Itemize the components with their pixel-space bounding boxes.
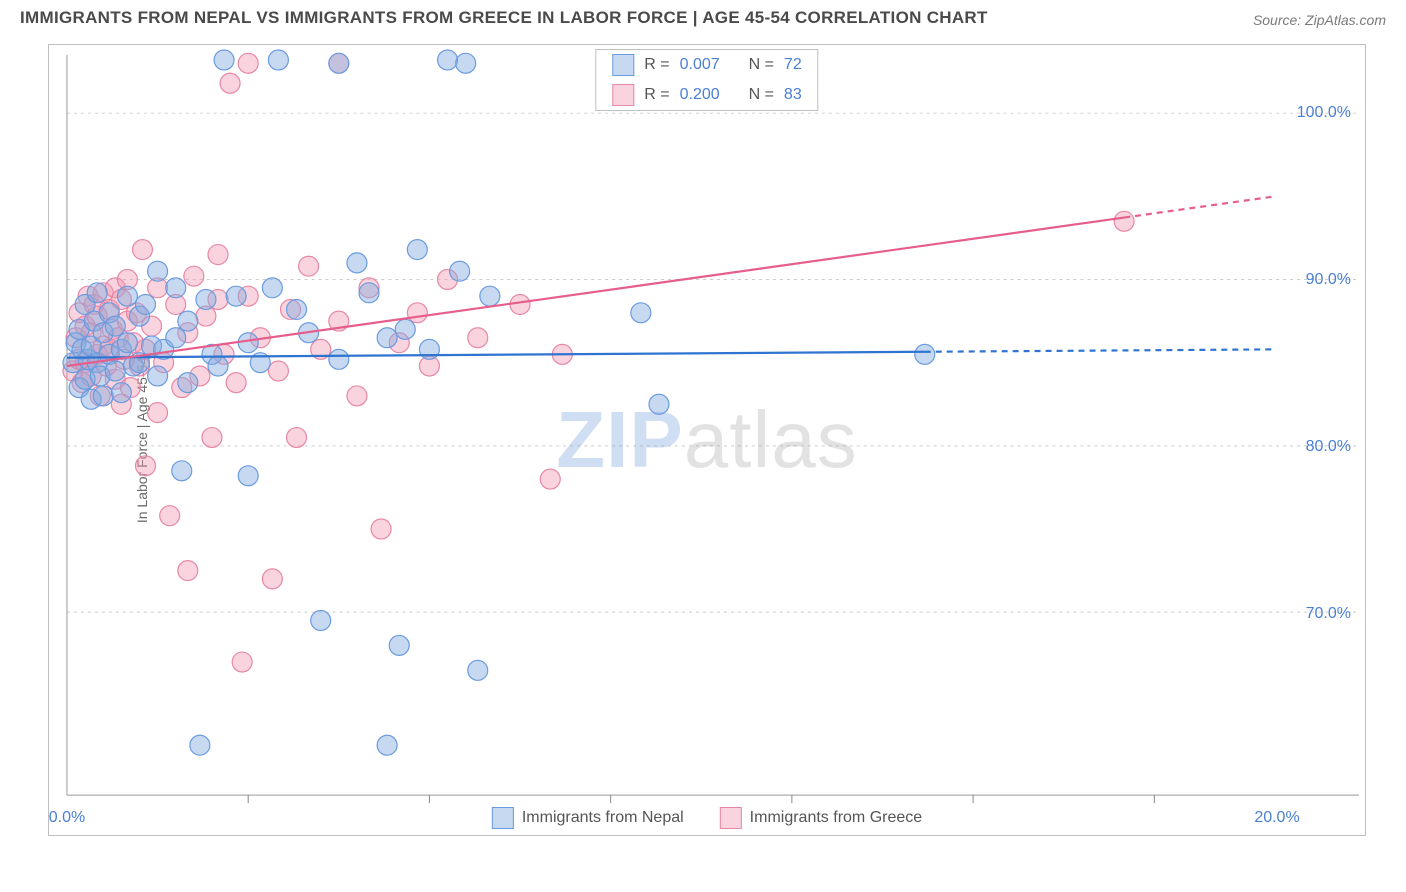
swatch-greece <box>720 807 742 829</box>
chart-title: IMMIGRANTS FROM NEPAL VS IMMIGRANTS FROM… <box>20 8 988 28</box>
legend-label-nepal: Immigrants from Nepal <box>522 809 684 827</box>
source-label: Source: ZipAtlas.com <box>1253 12 1386 28</box>
r-label: R = <box>644 86 669 104</box>
y-tick-label: 70.0% <box>1306 605 1351 623</box>
stats-legend: R = 0.007 N = 72 R = 0.200 N = 83 <box>595 49 818 111</box>
n-label: N = <box>749 86 774 104</box>
y-tick-label: 100.0% <box>1297 104 1351 122</box>
scatter-plot <box>49 45 1365 835</box>
legend-item-greece: Immigrants from Greece <box>720 807 922 829</box>
chart-area: In Labor Force | Age 45-54 ZIPatlas R = … <box>48 44 1366 836</box>
n-value-nepal: 72 <box>784 56 802 74</box>
legend-item-nepal: Immigrants from Nepal <box>492 807 684 829</box>
stats-row-nepal: R = 0.007 N = 72 <box>596 50 817 80</box>
series-legend: Immigrants from Nepal Immigrants from Gr… <box>492 807 922 829</box>
r-label: R = <box>644 56 669 74</box>
x-tick-label: 20.0% <box>1254 809 1299 827</box>
stats-row-greece: R = 0.200 N = 83 <box>596 80 817 110</box>
swatch-nepal <box>612 54 634 76</box>
x-tick-label: 0.0% <box>49 809 85 827</box>
n-value-greece: 83 <box>784 86 802 104</box>
y-tick-label: 90.0% <box>1306 271 1351 289</box>
n-label: N = <box>749 56 774 74</box>
swatch-nepal <box>492 807 514 829</box>
swatch-greece <box>612 84 634 106</box>
y-tick-label: 80.0% <box>1306 438 1351 456</box>
r-value-greece: 0.200 <box>680 86 720 104</box>
r-value-nepal: 0.007 <box>680 56 720 74</box>
legend-label-greece: Immigrants from Greece <box>750 809 922 827</box>
